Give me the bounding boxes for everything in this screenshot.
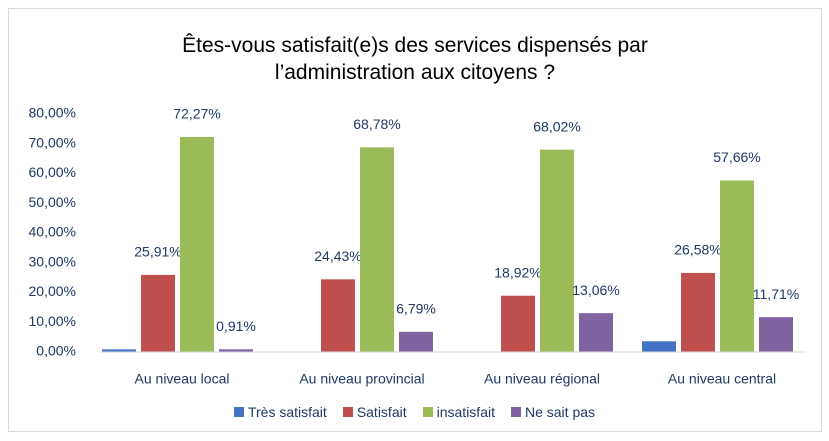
legend-label: Très satisfait [247, 404, 327, 420]
legend-swatch [422, 407, 433, 417]
data-label: 0,91% [216, 318, 256, 334]
y-tick-label: 60,00% [29, 164, 76, 180]
legend: Très satisfait Satisfait insatisfait Ne sai… [0, 404, 829, 420]
bar [102, 349, 136, 352]
y-tick-label: 20,00% [29, 283, 76, 299]
bar [360, 147, 394, 352]
chart-frame [8, 8, 822, 432]
data-label: 57,66% [713, 149, 760, 165]
legend-label: Ne sait pas [524, 404, 596, 420]
y-tick-label: 10,00% [29, 313, 76, 329]
bar [540, 149, 574, 352]
x-tick-label: Au niveau local [135, 371, 230, 387]
y-tick-label: 50,00% [29, 194, 76, 210]
y-tick-label: 0,00% [36, 343, 76, 359]
data-label: 25,91% [134, 244, 181, 260]
legend-swatch [233, 407, 244, 417]
bar [720, 180, 754, 352]
bar [180, 136, 214, 352]
x-tick-label: Au niveau central [668, 371, 776, 387]
data-label: 11,71% [753, 286, 799, 302]
data-label: 68,78% [353, 116, 400, 132]
data-label: 72,27% [173, 106, 220, 122]
legend-swatch [510, 407, 521, 417]
data-label: 24,43% [314, 248, 361, 264]
bar [399, 331, 433, 352]
data-label: 68,02% [533, 118, 580, 134]
bar [321, 279, 355, 352]
legend-item: Ne sait pas [510, 404, 596, 420]
y-tick-label: 80,00% [29, 105, 76, 121]
data-label: 13,06% [572, 282, 619, 298]
legend-item: insatisfait [422, 404, 495, 420]
bar [141, 274, 175, 352]
bar [501, 295, 535, 352]
bar [642, 341, 676, 352]
legend-swatch [342, 407, 353, 417]
y-tick-label: 30,00% [29, 253, 76, 269]
y-tick-label: 70,00% [29, 134, 76, 150]
y-tick-label: 40,00% [29, 224, 76, 240]
x-tick-label: Au niveau provincial [299, 371, 424, 387]
bar [759, 317, 793, 352]
chart-title: Êtes-vous satisfait(e)s des services dis… [182, 34, 648, 84]
legend-label: Satisfait [356, 404, 407, 420]
data-label: 26,58% [674, 242, 721, 258]
data-label: 6,79% [396, 301, 436, 317]
legend-label: insatisfait [436, 404, 495, 420]
legend-item: Très satisfait [233, 404, 327, 420]
bar [579, 313, 613, 352]
legend-item: Satisfait [342, 404, 407, 420]
bar [681, 272, 715, 352]
bar [219, 349, 253, 352]
x-tick-label: Au niveau régional [484, 371, 600, 387]
data-label: 18,92% [494, 264, 541, 280]
